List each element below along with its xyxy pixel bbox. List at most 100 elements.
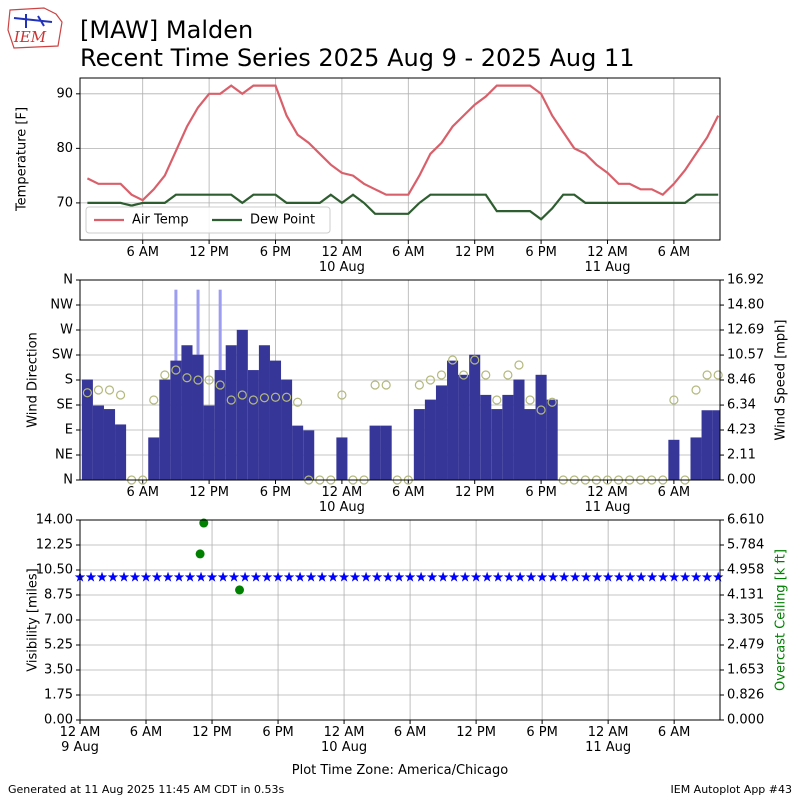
x-tick-label: 6 AM [129,725,163,740]
star-marker [415,571,427,582]
star-marker [316,571,328,582]
circle-marker [459,370,469,380]
circle-marker [436,370,447,380]
line [87,193,719,221]
bar [413,409,425,480]
star-marker [602,571,614,582]
y-tick-label: 80 [56,141,73,156]
y2-tick-label: 6.610 [727,513,764,528]
circle-marker [160,370,170,380]
star-marker [646,571,658,582]
x-tick-label: 6 PM [525,485,557,500]
star-marker [591,571,603,582]
circle-marker [193,375,203,385]
star-marker [173,571,185,582]
plot-frame [79,279,721,481]
y-tick-label: 90 [56,86,73,101]
star-marker [492,571,504,582]
y-axis-label: Visibility [miles] [26,568,41,671]
x-tick-label: 12 AM 10 Aug [318,245,365,275]
circle-marker [503,370,513,380]
logo-mark [13,14,53,28]
circle-marker [93,385,104,395]
bar [701,410,713,480]
star-marker [217,571,229,582]
bar [424,399,436,480]
y-tick-label: 70 [56,195,73,210]
y-tick-label: 12.25 [36,538,73,553]
circle-marker [669,395,679,405]
star-marker [569,571,581,582]
bar [148,437,160,480]
star-marker [558,571,570,582]
y-tick-label: 1.75 [44,688,73,703]
star-marker [382,571,394,582]
bar [380,425,392,480]
x-tick-label: 12 AM 11 Aug [584,485,631,515]
bar [480,394,492,480]
bar [447,360,459,480]
star-marker [283,571,295,582]
x-tick-label: 6 AM [392,245,425,260]
x-tick-label: 12 PM [454,485,495,500]
x-tick-label: 12 PM [192,725,232,740]
star-marker [635,571,647,582]
footer-left: Generated at 11 Aug 2025 11:45 AM CDT in… [8,783,285,796]
plot-frame [79,77,721,241]
bar [458,374,470,480]
x-tick-label: 12 PM [189,245,229,260]
y2-tick-label: 4.23 [727,423,756,438]
y-tick-label: W [60,323,73,338]
circle-marker [492,395,502,405]
bar [690,437,702,480]
bar [546,399,558,480]
legend-label: Dew Point [250,213,315,228]
x-tick-label: 12 PM [454,245,495,260]
circle-marker [525,395,535,405]
x-tick-label: 6 AM [657,725,691,740]
legend-box [85,206,331,234]
star-marker [151,571,163,582]
circle-marker [514,360,524,370]
x-tick-label: 12 AM 11 Aug [585,725,632,755]
y-tick-label: 3.50 [44,663,73,678]
star-marker [294,571,306,582]
x-axis-label: Plot Time Zone: America/Chicago [291,763,509,778]
y2-tick-label: 16.92 [727,273,764,288]
star-marker [690,571,702,582]
star-marker [85,571,97,582]
circle-marker [425,375,436,385]
star-marker [503,571,515,582]
star-marker [481,571,493,582]
x-tick-label: 12 AM 11 Aug [584,245,631,275]
star-marker [250,571,262,582]
circle-marker [481,370,491,380]
circle-marker [337,390,347,400]
y-tick-label: 0.00 [44,713,73,728]
star-marker [371,571,383,582]
y2-tick-label: 3.305 [727,613,764,628]
star-marker [129,571,141,582]
y-tick-label: SE [57,398,73,413]
circle-marker [82,388,92,398]
circle-marker [447,355,458,365]
star-marker [261,571,273,582]
y-tick-label: N [63,273,73,288]
y2-tick-label: 14.80 [727,298,764,313]
x-tick-label: 6 PM [259,245,292,260]
circle-marker [281,392,292,402]
x-tick-label: 12 AM 9 Aug [59,725,101,755]
star-marker [107,571,119,582]
bar [513,379,525,480]
y2-tick-label: 2.11 [727,448,756,463]
y2-tick-label: 0.00 [727,473,756,488]
y2-axis-label: Wind Speed [mph] [774,320,789,441]
bar [192,354,204,480]
y-tick-label: E [65,423,73,438]
x-tick-label: 6 AM [657,485,691,500]
star-marker [206,571,218,582]
line [86,84,720,202]
series [74,571,724,582]
bar [159,379,171,480]
bar [236,329,248,480]
